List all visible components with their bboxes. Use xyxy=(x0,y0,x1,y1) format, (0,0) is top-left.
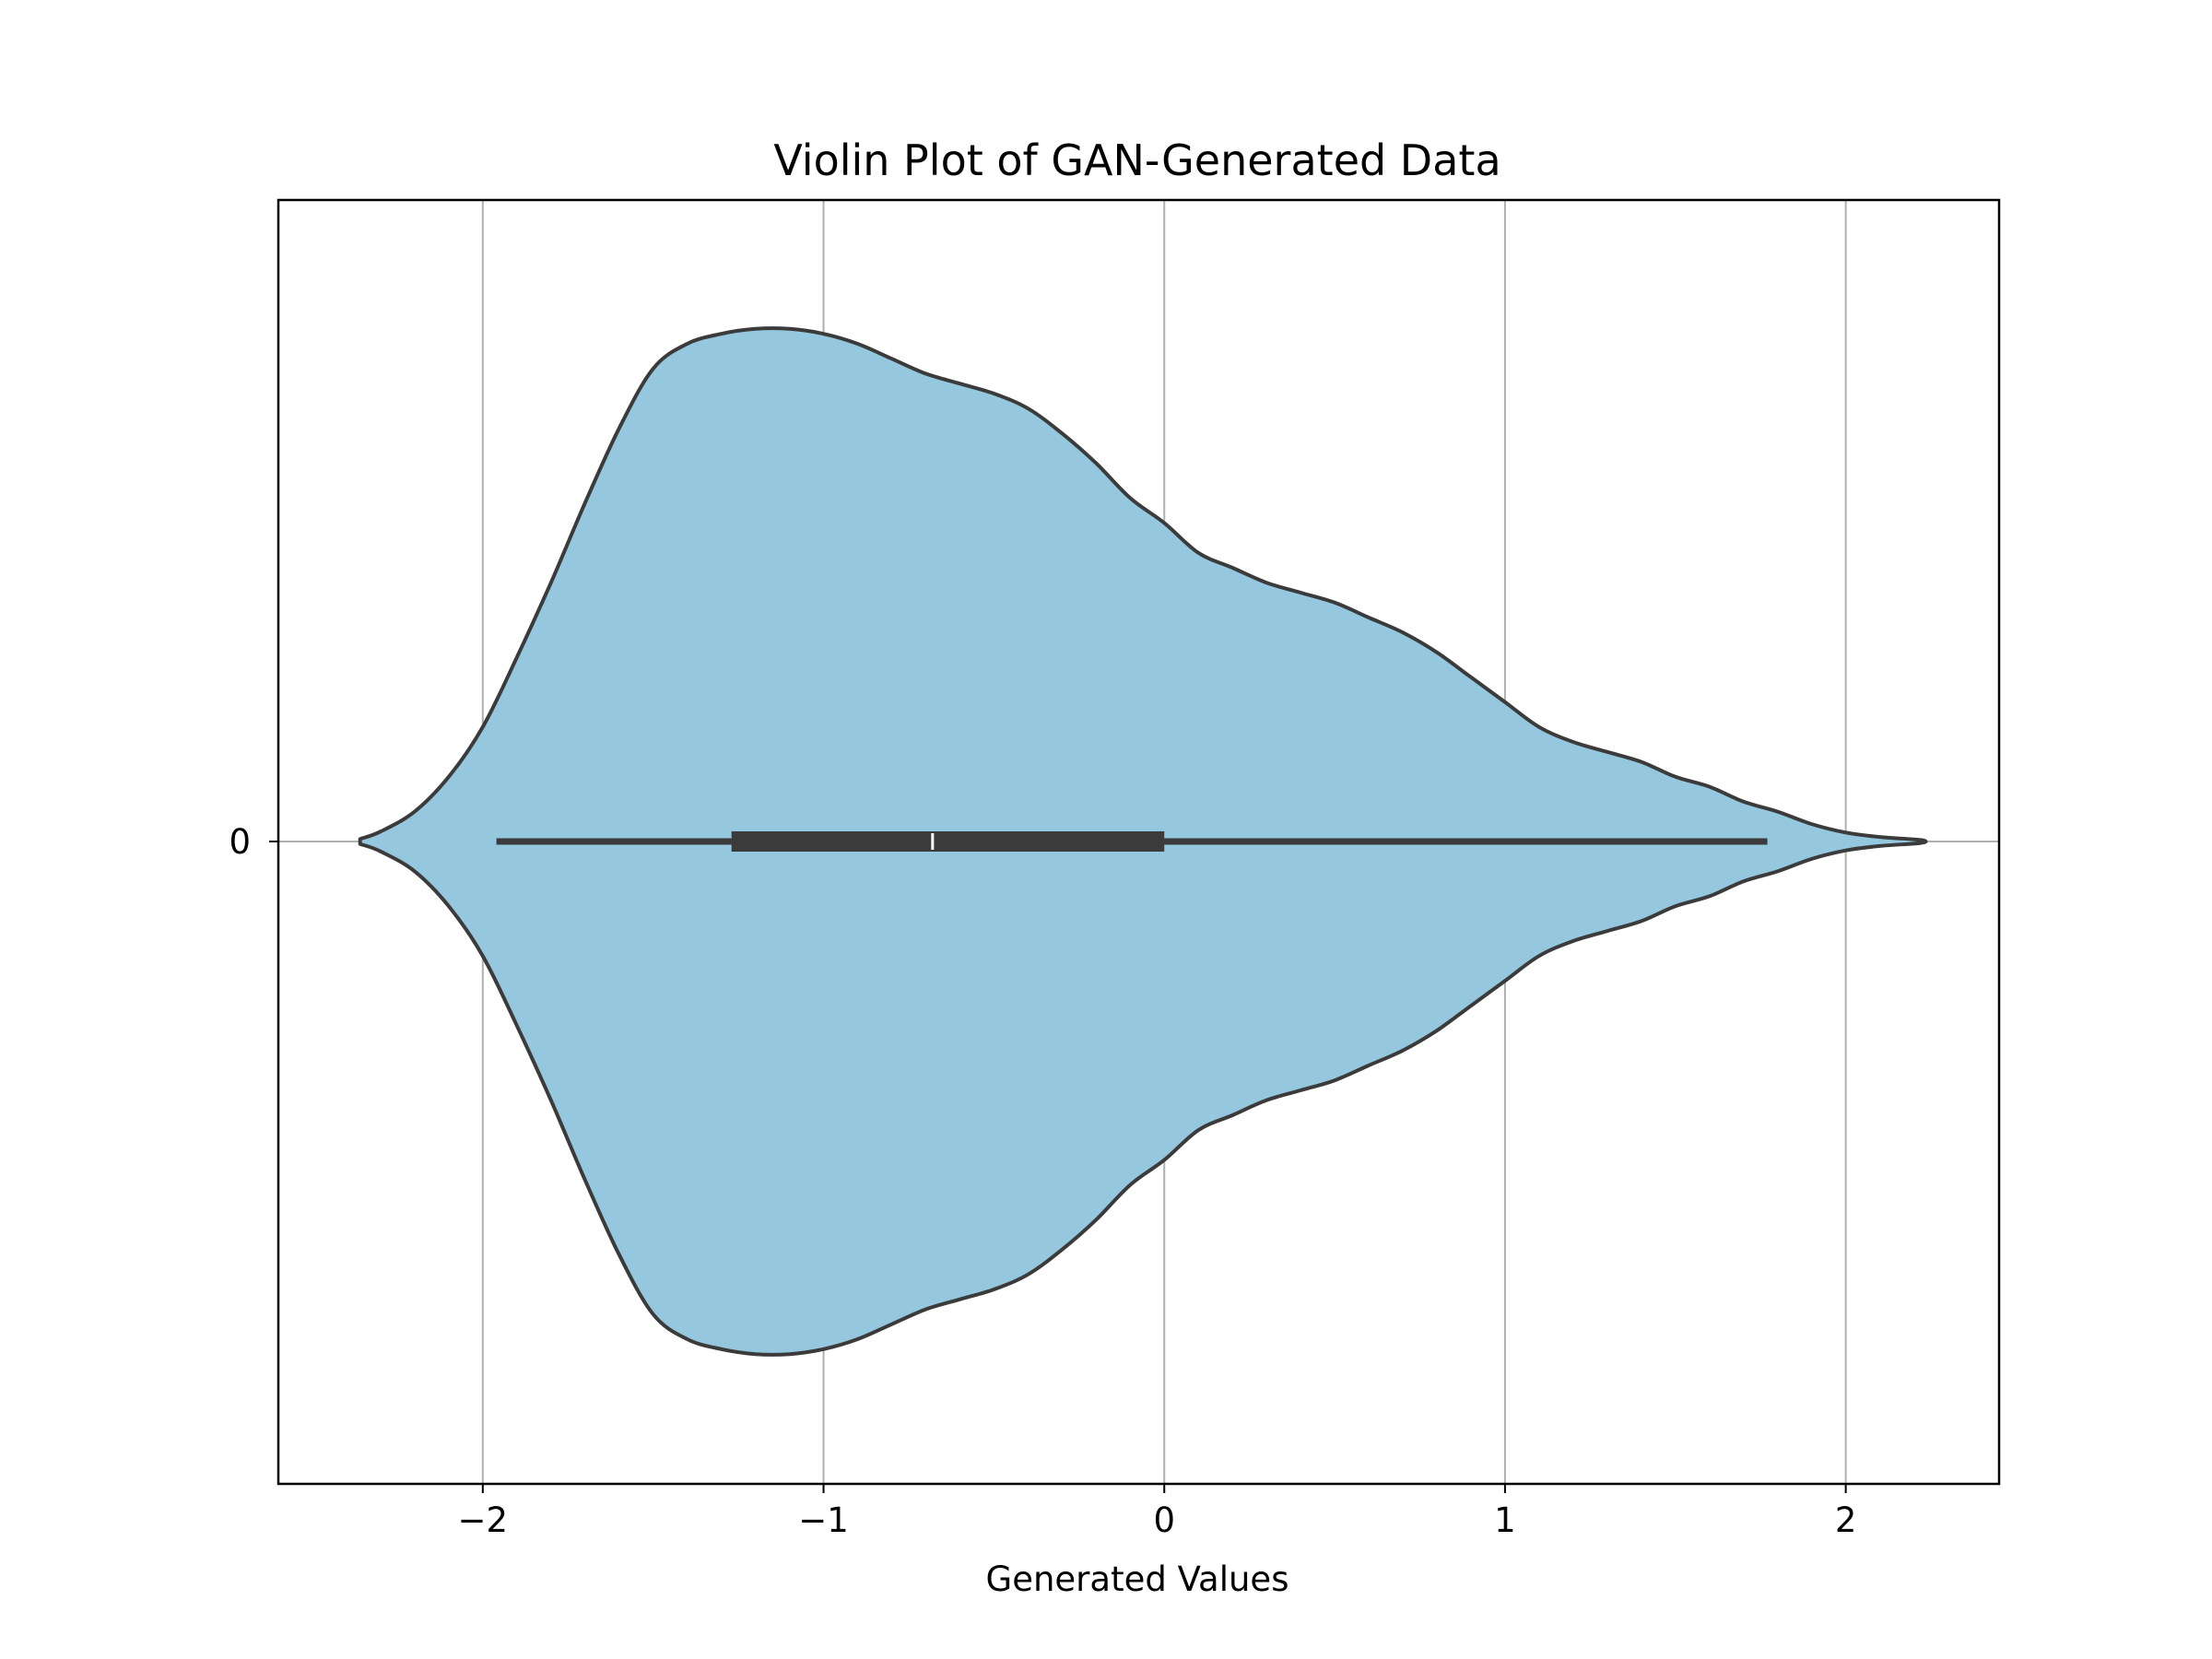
x-tick-label: 2 xyxy=(1835,1500,1857,1540)
x-axis-label: Generated Values xyxy=(986,1559,1289,1599)
y-tick-label: 0 xyxy=(229,822,251,862)
x-axis-ticks: −2 −1 0 1 2 xyxy=(458,1484,1857,1540)
x-tick-label: −1 xyxy=(798,1500,849,1540)
x-tick-label: −2 xyxy=(458,1500,509,1540)
chart-title: Violin Plot of GAN-Generated Data xyxy=(773,135,1500,185)
iqr-box xyxy=(731,831,1165,852)
y-axis-ticks: 0 xyxy=(229,822,278,862)
inner-box-plot xyxy=(496,831,1768,852)
x-tick-label: 1 xyxy=(1494,1500,1516,1540)
x-tick-label: 0 xyxy=(1153,1500,1175,1540)
